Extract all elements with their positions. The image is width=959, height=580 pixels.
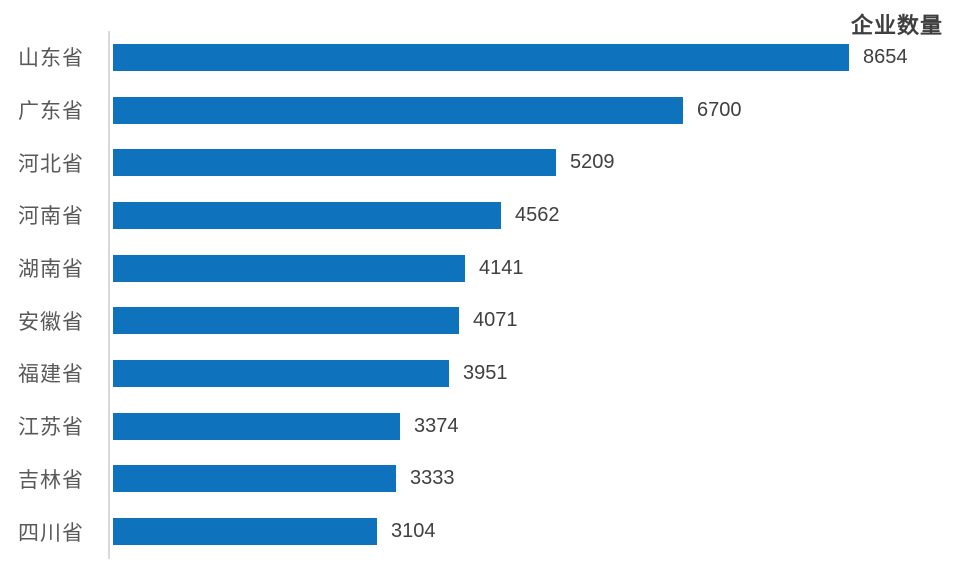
- bar: [113, 412, 400, 440]
- chart-title: 企业数量: [850, 13, 943, 38]
- bar: [113, 149, 556, 177]
- y-axis-line: [108, 31, 110, 559]
- bar-row: 安徽省 4071: [0, 294, 959, 347]
- value-label: 4141: [479, 256, 524, 279]
- category-label: 福建省: [18, 362, 84, 387]
- value-label: 5209: [570, 151, 615, 174]
- value-label: 4071: [473, 309, 518, 332]
- category-label: 安徽省: [18, 309, 84, 334]
- bar-row: 江苏省 3374: [0, 400, 959, 453]
- bar: [113, 518, 377, 546]
- bar-row: 山东省 8654: [0, 31, 959, 84]
- value-label: 3951: [463, 361, 508, 384]
- bar: [113, 465, 396, 493]
- bar-rows: 山东省 8654 广东省 6700 河北省 5209 河南省 4562 湖南省 4141 安徽省 40…: [0, 31, 959, 558]
- bar-row: 广东省 6700: [0, 84, 959, 137]
- value-label: 3333: [410, 467, 455, 490]
- bar: [113, 96, 683, 124]
- category-label: 湖南省: [18, 257, 84, 282]
- bar: [113, 43, 849, 71]
- bar: [113, 359, 449, 387]
- value-label: 8654: [863, 45, 908, 68]
- value-label: 6700: [697, 98, 742, 121]
- value-label: 4562: [515, 203, 560, 226]
- bar-row: 河南省 4562: [0, 189, 959, 242]
- bar-row: 四川省 3104: [0, 505, 959, 558]
- value-label: 3374: [414, 414, 459, 437]
- category-label: 四川省: [18, 520, 84, 545]
- category-label: 山东省: [18, 46, 84, 71]
- bar-row: 湖南省 4141: [0, 242, 959, 295]
- value-label: 3104: [391, 520, 436, 543]
- bar: [113, 201, 501, 229]
- category-label: 吉林省: [18, 467, 84, 492]
- category-label: 河北省: [18, 151, 84, 176]
- category-label: 广东省: [18, 99, 84, 124]
- bar-row: 河北省 5209: [0, 136, 959, 189]
- category-label: 江苏省: [18, 415, 84, 440]
- bar: [113, 254, 465, 282]
- bar-row: 福建省 3951: [0, 347, 959, 400]
- bar-row: 吉林省 3333: [0, 453, 959, 506]
- category-label: 河南省: [18, 204, 84, 229]
- bar: [113, 307, 459, 335]
